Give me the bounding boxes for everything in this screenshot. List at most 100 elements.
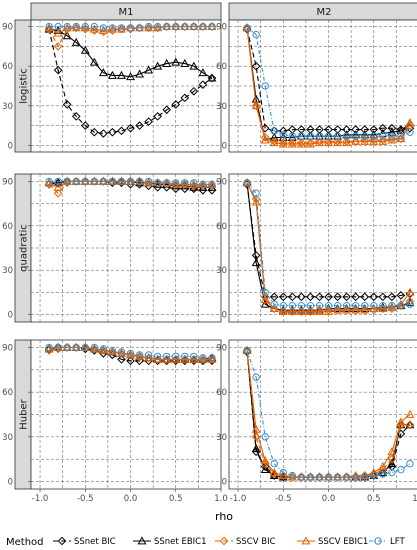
data-point	[190, 22, 198, 31]
data-point	[324, 137, 333, 146]
data-point	[315, 138, 324, 147]
series-line	[246, 27, 411, 144]
data-point	[107, 24, 117, 33]
data-point	[324, 305, 333, 315]
data-point	[296, 307, 306, 316]
data-point	[208, 354, 216, 362]
data-point	[90, 127, 99, 137]
data-point	[53, 65, 63, 75]
data-point	[360, 305, 370, 315]
data-point	[405, 420, 415, 430]
data-point	[288, 471, 297, 480]
y-tick-label: 30	[216, 102, 227, 112]
data-point	[252, 189, 260, 197]
data-point	[117, 126, 126, 136]
data-point	[54, 177, 62, 186]
series-lft	[243, 24, 414, 140]
data-point	[71, 37, 81, 46]
data-point	[44, 178, 54, 187]
data-point	[135, 24, 144, 32]
data-point	[387, 135, 397, 144]
data-point	[324, 138, 333, 147]
data-point	[405, 409, 415, 418]
legend-label: SSCV BIC	[236, 537, 276, 547]
data-point	[199, 180, 207, 189]
data-point	[351, 470, 361, 479]
data-point	[89, 57, 99, 66]
data-point	[198, 185, 208, 195]
data-point	[260, 133, 270, 142]
data-point	[369, 292, 379, 302]
data-point	[171, 100, 181, 109]
data-point	[207, 185, 217, 195]
series-line	[246, 182, 411, 307]
y-tick-label: 0	[222, 141, 227, 151]
data-point	[72, 177, 80, 186]
series-line	[246, 350, 411, 478]
data-point	[342, 473, 351, 481]
y-tick-label: 60	[216, 388, 227, 398]
y-tick-label: 0	[222, 311, 227, 321]
data-point	[251, 424, 261, 433]
data-point	[162, 105, 172, 115]
data-point	[80, 23, 90, 32]
data-point	[153, 23, 163, 32]
y-tick-label: 60	[2, 62, 13, 72]
data-point	[370, 132, 378, 140]
y-tick-label: 90	[216, 23, 227, 33]
data-point	[288, 302, 297, 310]
data-point	[126, 72, 135, 81]
data-point	[207, 354, 217, 363]
data-point	[388, 302, 396, 310]
data-point	[80, 45, 90, 54]
data-point	[287, 307, 297, 316]
data-point	[360, 136, 370, 145]
data-point	[369, 467, 379, 476]
data-point	[397, 465, 405, 474]
x-tick-label: 1.0	[214, 494, 228, 504]
data-point	[260, 456, 270, 465]
data-point	[172, 179, 180, 187]
data-point	[370, 302, 378, 310]
y-tick-label: 60	[216, 62, 227, 72]
data-point	[361, 302, 369, 310]
data-point	[378, 292, 388, 302]
data-point	[144, 351, 153, 359]
x-tick-label: -0.5	[275, 494, 292, 504]
data-point	[315, 132, 324, 140]
data-point	[342, 132, 351, 140]
legend-marker	[374, 537, 382, 545]
x-tick-label: 0.0	[322, 494, 336, 504]
data-point	[99, 345, 108, 353]
data-point	[117, 24, 126, 32]
data-point	[90, 177, 99, 186]
data-point	[81, 22, 89, 31]
x-tick-label: -0.5	[77, 494, 94, 504]
data-point	[369, 136, 379, 145]
data-point	[163, 352, 171, 361]
data-point	[396, 291, 406, 300]
panels-layer: M1 M2 logistic quadratic Huber 0 30 60 90 0 30 60 90…	[2, 2, 417, 504]
data-point	[278, 139, 288, 148]
data-point	[405, 420, 415, 429]
data-point	[351, 305, 361, 314]
data-point	[180, 58, 190, 67]
data-point	[181, 179, 189, 187]
data-point	[288, 138, 297, 148]
data-point	[63, 343, 71, 352]
data-point	[297, 473, 306, 481]
data-point	[135, 69, 145, 78]
data-point	[251, 258, 261, 267]
data-point	[387, 454, 397, 464]
data-point	[63, 177, 71, 186]
data-point	[269, 467, 279, 476]
data-point	[199, 22, 207, 31]
data-point	[333, 305, 342, 315]
x-tick-label: 1.0	[412, 494, 417, 504]
row-strip-label: logistic	[19, 68, 30, 103]
data-point	[270, 300, 278, 308]
y-tick-label: 90	[216, 177, 227, 187]
data-point	[333, 305, 343, 314]
y-tick-label: 60	[2, 388, 13, 398]
